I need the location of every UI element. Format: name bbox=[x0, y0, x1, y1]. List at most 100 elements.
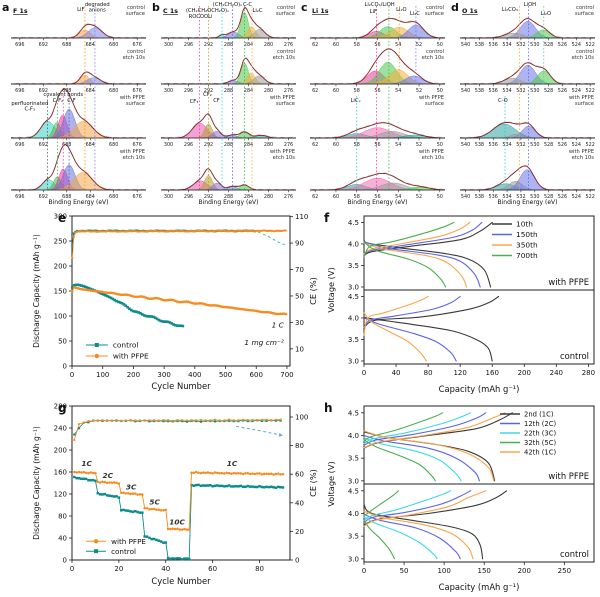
peak-annotation: Li₂O bbox=[541, 11, 552, 17]
tick-label: 280 bbox=[264, 42, 273, 48]
tick-label: 276 bbox=[284, 88, 293, 94]
discharge-curve bbox=[363, 241, 447, 288]
capacity-control-marker bbox=[87, 478, 90, 482]
peak-annotation: (CH₂CH₂O)ₙ bbox=[213, 2, 242, 8]
xps-raw-trace bbox=[160, 113, 297, 139]
row-label: surface bbox=[126, 101, 145, 107]
capacity-pfpe-marker bbox=[178, 528, 182, 531]
tick-label: 54 bbox=[395, 194, 401, 200]
peak-annotation: C-F₂ bbox=[53, 98, 64, 104]
capacity-control-marker bbox=[77, 477, 81, 480]
capacity-control-marker bbox=[135, 310, 139, 314]
tick-label: 532 bbox=[516, 142, 525, 148]
capacity-control-marker bbox=[180, 558, 184, 561]
capacity-control-marker bbox=[255, 485, 259, 489]
tick-label: 4.0 bbox=[348, 240, 359, 248]
capacity-pfpe-marker bbox=[148, 508, 151, 511]
peak-annotation: degraded anions bbox=[85, 2, 110, 14]
capacity-pfpe-marker bbox=[129, 492, 132, 496]
peak-annotation: Li₂O bbox=[396, 7, 407, 13]
tick-label: 524 bbox=[572, 42, 581, 48]
legend-label: control bbox=[111, 547, 136, 556]
capacity-pfpe-marker bbox=[253, 472, 257, 476]
ce-pfpe-marker bbox=[157, 419, 160, 422]
peak-annotation: C-C bbox=[243, 2, 252, 8]
capacity-control-marker bbox=[227, 484, 231, 487]
xps-envelope bbox=[161, 57, 296, 85]
capacity-control-marker bbox=[169, 557, 172, 561]
ce-control-marker bbox=[71, 244, 74, 247]
discharge-curve bbox=[363, 430, 495, 482]
ce-pfpe-marker bbox=[274, 418, 278, 421]
tick-label: 524 bbox=[572, 194, 581, 200]
capacity-control-marker bbox=[75, 476, 78, 480]
capacity-pfpe-marker bbox=[148, 297, 151, 301]
tick-label: 288 bbox=[224, 42, 233, 48]
capacity-pfpe-marker bbox=[211, 472, 214, 475]
tick-label: 200 bbox=[518, 567, 531, 575]
panel-letter-a: a bbox=[2, 1, 9, 14]
tick-label: 528 bbox=[544, 88, 553, 94]
capacity-control-marker bbox=[153, 316, 157, 320]
capacity-control-marker bbox=[269, 485, 273, 488]
ce-pfpe-marker bbox=[209, 419, 212, 422]
charge-curve bbox=[363, 490, 452, 521]
capacity-pfpe-marker bbox=[218, 471, 221, 475]
capacity-control-marker bbox=[209, 484, 212, 487]
ce-pfpe-marker bbox=[180, 229, 183, 233]
peak-annotation: Li₂C bbox=[410, 11, 420, 17]
legend-marker bbox=[94, 353, 100, 359]
ce-pfpe-marker bbox=[227, 418, 231, 421]
capacity-control-marker bbox=[133, 310, 137, 313]
peak-annotation: CF₂ bbox=[203, 92, 212, 98]
capacity-control-marker bbox=[94, 479, 97, 483]
capacity-control-marker bbox=[157, 318, 161, 322]
rate-label: 10C bbox=[169, 517, 185, 526]
capacity-control-marker bbox=[146, 315, 150, 318]
tick-label: 200 bbox=[54, 263, 67, 271]
tick-label: 530 bbox=[530, 88, 539, 94]
legend-label: 42th (1C) bbox=[524, 449, 557, 457]
ce-pfpe-line bbox=[73, 419, 281, 441]
tick-label: 600 bbox=[250, 371, 263, 379]
row-label: surface bbox=[126, 11, 145, 17]
tick-label: 540 bbox=[461, 88, 470, 94]
tick-label: 696 bbox=[15, 194, 24, 200]
tick-label: 692 bbox=[39, 194, 48, 200]
tick-label: 20 bbox=[114, 565, 123, 573]
xps-title: O 1s bbox=[462, 8, 478, 15]
tick-label: 296 bbox=[184, 88, 193, 94]
capacity-pfpe-marker bbox=[183, 527, 186, 531]
tick-label: 0 bbox=[63, 363, 67, 371]
capacity-control-marker bbox=[76, 283, 80, 287]
row-label: etch 10s bbox=[273, 155, 296, 161]
capacity-control-marker bbox=[139, 311, 142, 315]
row-label: surface bbox=[425, 101, 444, 107]
capacity-control-marker bbox=[192, 484, 196, 487]
ce-pfpe-marker bbox=[87, 420, 90, 423]
capacity-control-marker bbox=[71, 285, 74, 289]
tick-label: 100 bbox=[437, 567, 450, 575]
y-axis-title-left: Discharge Capacity (mAh g⁻¹) bbox=[32, 234, 41, 348]
tick-label: 684 bbox=[86, 42, 95, 48]
charge-curve bbox=[363, 412, 506, 449]
ce-pfpe-marker bbox=[115, 418, 118, 422]
capacity-control-marker bbox=[213, 484, 217, 488]
tick-label: 688 bbox=[62, 42, 71, 48]
row-label: control bbox=[277, 5, 295, 11]
capacity-pfpe-marker bbox=[180, 528, 184, 531]
capacity-control-marker bbox=[100, 292, 104, 296]
tick-label: 276 bbox=[284, 142, 293, 148]
tick-label: 3.5 bbox=[348, 533, 359, 541]
row-label: control bbox=[426, 5, 444, 11]
capacity-control-marker bbox=[126, 305, 129, 309]
ce-pfpe-marker bbox=[106, 419, 109, 422]
tick-label: 540 bbox=[461, 194, 470, 200]
tick-label: 284 bbox=[244, 142, 253, 148]
subpanel-label: with PFPE bbox=[548, 277, 589, 287]
capacity-control-marker bbox=[84, 477, 88, 481]
tick-label: 60 bbox=[333, 194, 339, 200]
arrowhead bbox=[278, 432, 283, 437]
discharge-curve bbox=[363, 242, 468, 288]
